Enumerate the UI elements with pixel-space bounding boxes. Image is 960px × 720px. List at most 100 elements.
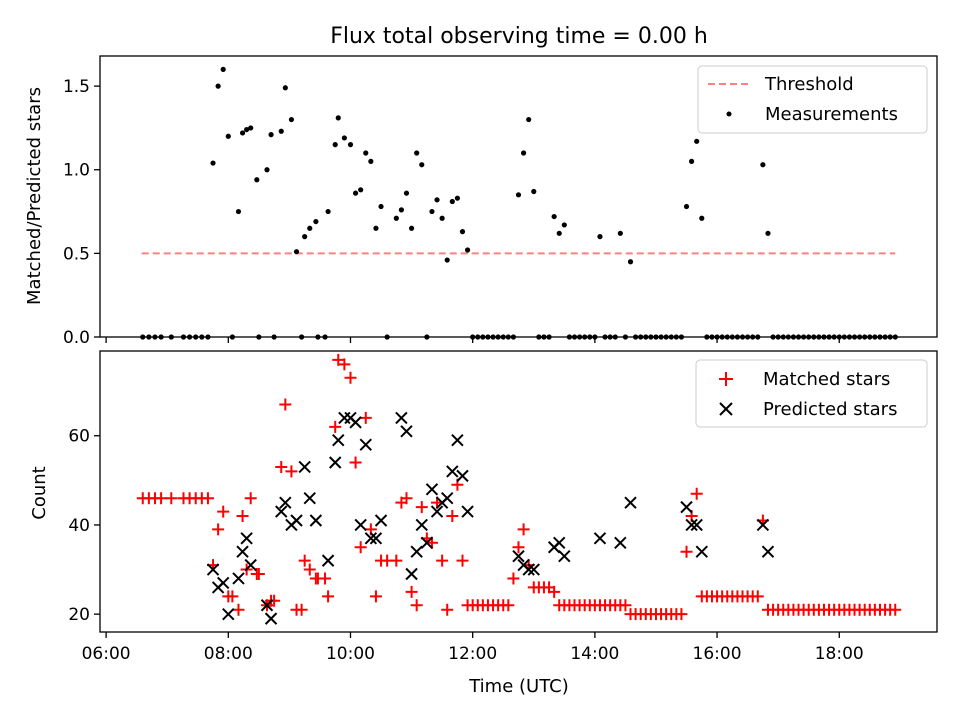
measurements-point [760, 162, 766, 168]
predicted-stars-point [680, 500, 693, 514]
matched-stars-point [415, 501, 428, 514]
matched-stars-point [548, 585, 561, 598]
predicted-stars-point [332, 433, 345, 447]
predicted-stars-point [456, 469, 469, 483]
matched-stars-point [217, 505, 230, 518]
matched-stars-point [680, 545, 693, 558]
matched-stars-point [338, 358, 351, 371]
measurements-legend-marker [726, 111, 732, 117]
measurements-point [551, 213, 557, 220]
count-legend: Matched stars Predicted stars [695, 359, 928, 428]
predicted-stars-point [217, 576, 230, 590]
matched-stars-point [675, 608, 688, 621]
ratio-y-tick-label: 0.0 [63, 328, 90, 348]
matched-stars-point [502, 599, 515, 612]
matched-stars-point [619, 599, 632, 612]
count-marks [136, 353, 902, 625]
matched-stars-point [889, 603, 902, 616]
predicted-stars-point [232, 572, 245, 585]
matched-stars-point [298, 554, 311, 567]
matched-stars-point [456, 554, 469, 567]
measurements-point [307, 225, 313, 231]
matched-stars-point [279, 398, 292, 411]
matched-stars-point [285, 465, 298, 478]
predicted-stars-point [359, 438, 372, 451]
measurements-point [363, 150, 369, 156]
matched-stars-point [354, 541, 367, 554]
predicted-stars-point [553, 536, 566, 550]
measurements-point [414, 150, 420, 156]
measurements-point [561, 222, 567, 228]
ratio-panel: 0.0 0.5 1.0 1.5 Matched/Predicted stars Thr… [24, 55, 938, 348]
predicted-stars-point [425, 483, 439, 496]
matched-stars-point [390, 554, 403, 567]
predicted-stars-point [244, 558, 257, 572]
measurements-point [403, 190, 410, 196]
count-y-tick-label: 40 [68, 516, 90, 536]
count-y-tick-label: 60 [68, 427, 90, 447]
measurements-point [225, 133, 231, 139]
predicted-stars-point [446, 465, 459, 478]
count-y-tick-label: 20 [68, 605, 90, 625]
predicted-stars-point [275, 505, 288, 518]
matched-stars-point [410, 599, 423, 612]
predicted-stars-point [400, 425, 413, 438]
matched-stars-point [201, 492, 214, 505]
x-axis-label: Time (UTC) [468, 676, 569, 697]
predicted-stars-point [410, 545, 423, 558]
count-legend-box [695, 359, 928, 428]
matched-legend-marker [719, 372, 733, 386]
predicted-stars-point [430, 505, 444, 518]
predicted-stars-point [614, 536, 627, 550]
measurements-point [434, 197, 440, 203]
predicted-stars-point [260, 599, 274, 612]
matched-stars-point [329, 420, 342, 433]
measurements-point [444, 257, 450, 263]
measurements-point [341, 135, 347, 141]
measurements-point [264, 167, 270, 173]
matched-stars-point [751, 590, 764, 603]
ratio-plot-frame [99, 55, 938, 338]
matched-stars-point [252, 568, 265, 581]
predicted-stars-point [415, 518, 428, 532]
count-plot-frame [99, 350, 938, 633]
measurements-point [288, 116, 295, 123]
x-tick-label: 18:00 [815, 644, 864, 664]
measurements-point [689, 158, 695, 164]
x-tick-label: 16:00 [693, 644, 742, 664]
measurements-point [765, 230, 771, 236]
measurements-point [449, 198, 455, 205]
predicted-stars-point [527, 563, 540, 576]
measurements-point [210, 160, 216, 166]
measurements-point [520, 150, 527, 156]
matched-stars-point [344, 371, 357, 384]
ratio-y-axis-label: Matched/Predicted stars [24, 87, 45, 305]
matched-stars-point [512, 541, 525, 554]
measurements-point [694, 138, 700, 144]
predicted-stars-point [309, 514, 323, 527]
measurements-point [347, 142, 354, 148]
measurements-point [429, 208, 435, 215]
measurements-point [454, 195, 461, 201]
measurements-point [459, 229, 466, 235]
measurements-legend-label: Measurements [765, 104, 898, 125]
predicted-stars-point [405, 567, 418, 581]
predicted-stars-point [364, 532, 378, 545]
measurements-point [683, 203, 690, 210]
predicted-stars-point [761, 545, 775, 558]
predicted-stars-point [374, 514, 388, 527]
measurements-point [398, 207, 405, 213]
matched-stars-point [236, 510, 249, 523]
measurements-point [293, 249, 300, 255]
measurements-point [556, 230, 562, 236]
measurements-point [617, 230, 623, 236]
measurements-point [378, 203, 384, 210]
x-tick-label: 14:00 [570, 644, 619, 664]
predicted-stars-point [685, 518, 698, 532]
measurements-point [239, 130, 246, 136]
measurements-point [313, 218, 319, 225]
measurements-point [597, 234, 603, 240]
predicted-stars-point [349, 416, 362, 429]
predicted-stars-point [624, 496, 637, 509]
measurements-point [439, 215, 445, 221]
